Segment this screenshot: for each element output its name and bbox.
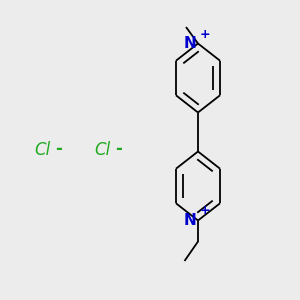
Text: N: N (184, 36, 196, 51)
Text: -: - (116, 140, 122, 158)
Text: Cl: Cl (34, 141, 50, 159)
Text: +: + (200, 28, 211, 40)
Text: Cl: Cl (94, 141, 110, 159)
Text: N: N (184, 213, 196, 228)
Text: +: + (200, 205, 211, 218)
Text: -: - (56, 140, 62, 158)
